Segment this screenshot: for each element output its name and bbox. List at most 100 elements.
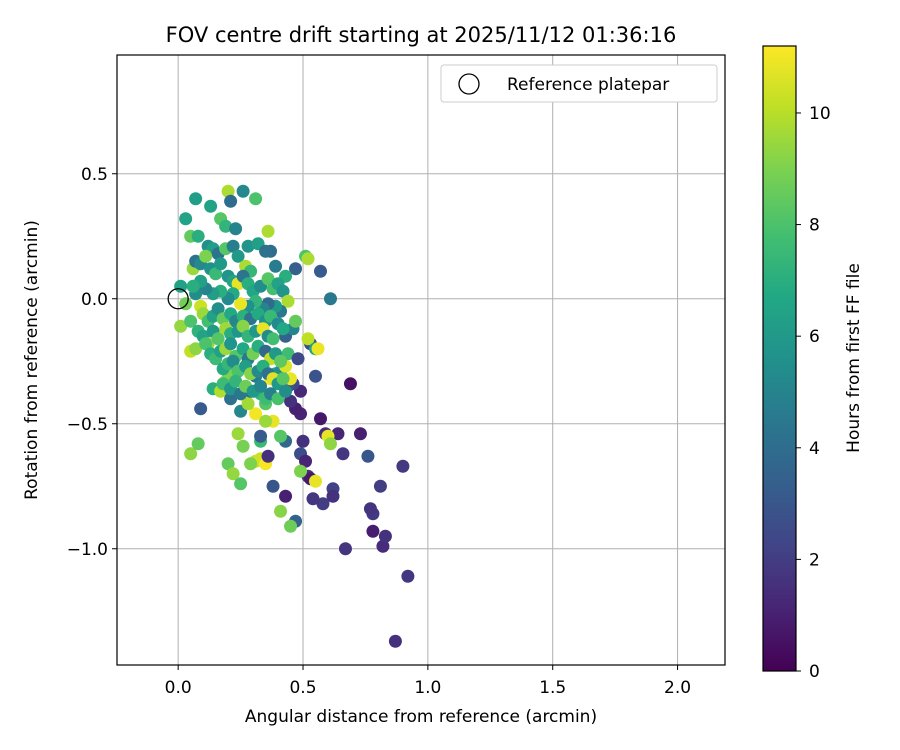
data-point: [396, 459, 410, 473]
data-point: [266, 332, 280, 346]
data-point: [378, 529, 392, 543]
data-point: [301, 252, 315, 266]
colorbar-tick-label: 2: [809, 550, 820, 570]
data-point: [189, 342, 203, 356]
data-point: [191, 229, 205, 243]
data-point: [234, 477, 248, 491]
data-point: [236, 439, 250, 453]
y-tick-label: −0.5: [67, 415, 108, 435]
data-point: [294, 464, 308, 478]
data-point: [299, 454, 313, 468]
points: [174, 184, 415, 648]
data-point: [343, 377, 357, 391]
data-point: [301, 332, 315, 346]
data-point: [281, 294, 295, 308]
legend-box: [440, 64, 718, 103]
data-point: [276, 372, 290, 386]
data-point: [236, 184, 250, 198]
y-axis-label: Rotation from reference (arcmin): [22, 220, 42, 500]
colorbar-tick-label: 0: [809, 662, 820, 682]
data-point: [276, 284, 290, 298]
data-point: [373, 479, 387, 493]
data-point: [236, 319, 250, 333]
data-point: [211, 302, 225, 316]
data-point: [331, 427, 345, 441]
x-tick-label: 0.0: [165, 678, 192, 698]
data-point: [261, 272, 275, 286]
data-point: [401, 569, 415, 583]
data-point: [231, 427, 245, 441]
data-point: [366, 524, 380, 538]
data-point: [254, 379, 268, 393]
legend: Reference platepar: [440, 64, 718, 103]
x-tick-label: 1.0: [414, 678, 441, 698]
data-point: [289, 314, 303, 328]
data-point: [229, 374, 243, 388]
data-point: [259, 414, 273, 428]
data-point: [316, 497, 330, 511]
data-point: [211, 332, 225, 346]
data-point: [274, 504, 288, 518]
x-ticks: 0.0 0.5 1.0 1.5 2.0: [165, 665, 691, 698]
data-point: [259, 244, 273, 258]
data-point: [254, 429, 268, 443]
legend-marker-icon: [458, 73, 480, 95]
data-point: [336, 447, 350, 461]
data-point: [224, 194, 238, 208]
data-point: [313, 412, 327, 426]
data-point: [226, 354, 240, 368]
data-point: [186, 279, 200, 293]
data-point: [226, 467, 240, 481]
data-point: [269, 259, 283, 273]
data-point: [289, 262, 303, 276]
data-point: [323, 437, 337, 451]
data-point: [284, 394, 298, 408]
colorbar-tick-label: 4: [809, 439, 820, 459]
data-point: [224, 337, 238, 351]
chart-title: FOV centre drift starting at 2025/11/12 …: [166, 23, 677, 47]
data-point: [184, 314, 198, 328]
data-point: [306, 492, 320, 506]
data-point: [191, 437, 205, 451]
x-tick-label: 0.5: [289, 678, 316, 698]
data-point: [204, 199, 218, 213]
data-point: [284, 519, 298, 533]
x-axis-label: Angular distance from reference (arcmin): [245, 707, 597, 727]
data-point: [261, 224, 275, 238]
data-point: [309, 369, 323, 383]
data-point: [184, 447, 198, 461]
colorbar-ticks: 0 2 4 6 8 10: [796, 104, 831, 682]
colorbar-tick-label: 6: [809, 327, 820, 347]
grid: [117, 55, 725, 665]
data-point: [274, 429, 288, 443]
data-point: [276, 322, 290, 336]
data-point: [388, 634, 402, 648]
colorbar-tick-label: 8: [809, 216, 820, 236]
data-point: [296, 434, 310, 448]
colorbar-gradient: [762, 45, 797, 672]
data-point: [219, 219, 233, 233]
colorbar: 0 2 4 6 8 10 Hours from first FF file: [762, 45, 864, 682]
data-point: [221, 457, 235, 471]
data-point: [241, 397, 255, 411]
data-point: [313, 264, 327, 278]
reference-marker: [167, 288, 189, 310]
data-point: [279, 489, 293, 503]
data-point: [214, 257, 228, 271]
data-point: [226, 239, 240, 253]
data-point: [309, 474, 323, 488]
data-point: [241, 239, 255, 253]
data-point: [261, 449, 275, 463]
data-point: [199, 337, 213, 351]
data-point: [338, 542, 352, 556]
y-ticks: 0.5 0.0 −0.5 −1.0: [67, 165, 117, 560]
data-point: [266, 479, 280, 493]
legend-label: Reference platepar: [507, 75, 669, 95]
data-point: [229, 222, 243, 236]
data-point: [199, 249, 213, 263]
data-point: [174, 279, 188, 293]
data-point: [244, 457, 258, 471]
data-point: [174, 319, 188, 333]
data-point: [363, 502, 377, 516]
data-point: [179, 212, 193, 226]
